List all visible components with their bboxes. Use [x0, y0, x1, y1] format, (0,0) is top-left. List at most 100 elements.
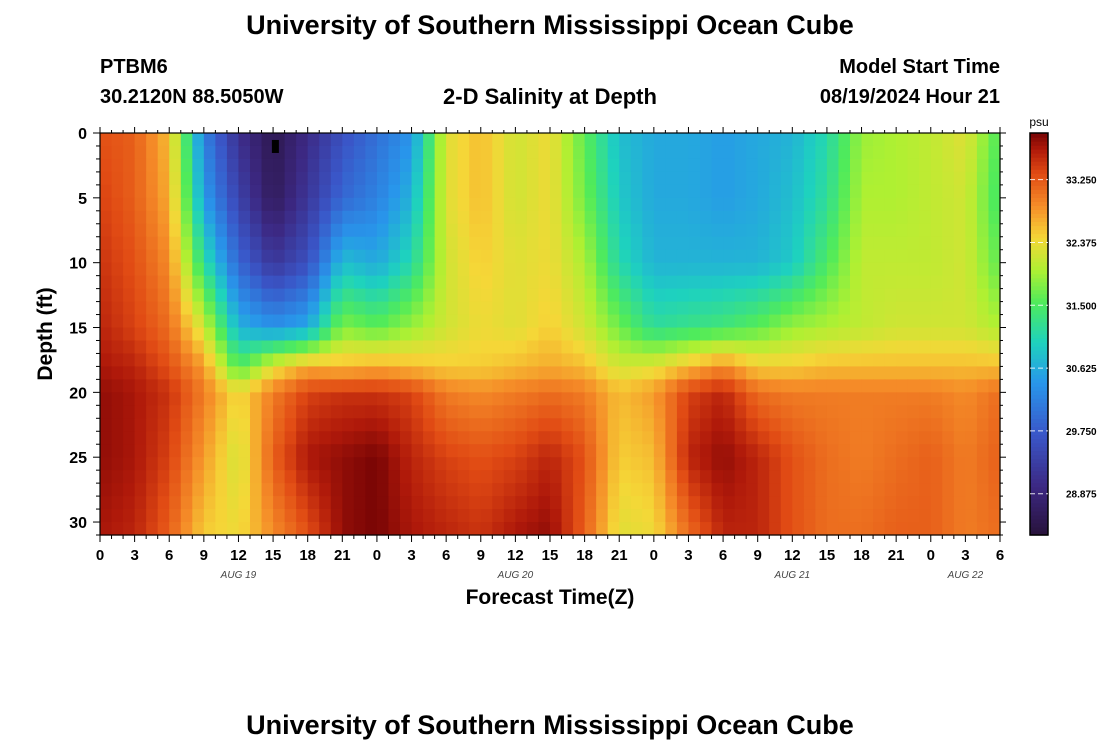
heatmap-cell	[284, 288, 297, 303]
heatmap-cell	[619, 314, 632, 329]
heatmap-cell	[723, 496, 736, 510]
heatmap-cell	[607, 133, 620, 147]
heatmap-cell	[803, 457, 816, 471]
heatmap-cell	[826, 405, 840, 419]
heatmap-cell	[457, 418, 470, 432]
heatmap-cell	[538, 405, 551, 419]
heatmap-cell	[907, 262, 920, 277]
heatmap-cell	[411, 509, 424, 523]
heatmap-cell	[100, 496, 113, 510]
heatmap-cell	[457, 197, 470, 212]
heatmap-cell	[976, 431, 990, 445]
heatmap-cell	[226, 431, 240, 445]
heatmap-cell	[492, 353, 505, 368]
heatmap-cell	[734, 158, 747, 173]
heatmap-cell	[861, 301, 874, 316]
heatmap-cell	[688, 353, 701, 368]
heatmap-cell	[676, 470, 690, 484]
heatmap-cell	[515, 314, 528, 329]
heatmap-cell	[723, 301, 736, 316]
heatmap-cell	[446, 353, 459, 368]
heatmap-cell	[815, 418, 828, 432]
heatmap-cell	[100, 509, 113, 523]
heatmap-cell	[665, 353, 678, 368]
heatmap-cell	[619, 158, 632, 173]
heatmap-cell	[907, 301, 920, 316]
heatmap-cell	[353, 353, 366, 368]
heatmap-cell	[792, 145, 805, 160]
heatmap-cell	[400, 327, 413, 342]
heatmap-cell	[273, 210, 286, 225]
heatmap-cell	[953, 379, 966, 393]
heatmap-cell	[457, 210, 470, 225]
heatmap-cell	[238, 392, 251, 406]
heatmap-cell	[988, 184, 1001, 199]
heatmap-cell	[261, 223, 274, 238]
heatmap-cell	[953, 197, 966, 212]
heatmap-cell	[192, 275, 205, 290]
heatmap-cell	[353, 340, 366, 355]
heatmap-cell	[434, 145, 447, 160]
heatmap-cell	[838, 418, 851, 432]
heatmap-cell	[976, 366, 990, 380]
heatmap-cell	[734, 327, 747, 342]
heatmap-cell	[607, 457, 620, 471]
heatmap-cell	[826, 431, 840, 445]
heatmap-cell	[261, 236, 274, 251]
heatmap-cell	[861, 483, 874, 497]
heatmap-cell	[203, 457, 216, 471]
heatmap-cell	[826, 457, 840, 471]
heatmap-cell	[723, 457, 736, 471]
model-start-label: Model Start Time	[839, 56, 1000, 78]
heatmap-cell	[850, 145, 863, 160]
heatmap-cell	[550, 249, 563, 264]
heatmap-cell	[573, 457, 586, 471]
heatmap-cell	[226, 288, 240, 303]
heatmap-cell	[411, 210, 424, 225]
heatmap-cell	[342, 223, 355, 238]
heatmap-cell	[930, 223, 943, 238]
heatmap-cell	[123, 223, 136, 238]
heatmap-cell	[688, 509, 701, 523]
x-tick-label: 12	[507, 547, 524, 564]
heatmap-cell	[307, 496, 320, 510]
heatmap-cell	[469, 249, 482, 264]
heatmap-cell	[203, 444, 216, 458]
heatmap-cell	[100, 236, 113, 251]
heatmap-cell	[711, 353, 724, 368]
heatmap-cell	[157, 379, 170, 393]
colorbar-swatch	[1030, 502, 1048, 508]
heatmap-cell	[838, 184, 851, 199]
heatmap-cell	[930, 353, 943, 368]
heatmap-cell	[538, 392, 551, 406]
heatmap-cell	[250, 418, 263, 432]
heatmap-cell	[192, 133, 205, 147]
heatmap-cell	[365, 483, 378, 497]
heatmap-cell	[803, 496, 816, 510]
colorbar-swatch	[1030, 329, 1048, 335]
heatmap-cell	[861, 366, 874, 380]
heatmap-cell	[792, 197, 805, 212]
heatmap-cell	[330, 184, 343, 199]
heatmap-cell	[792, 158, 805, 173]
heatmap-cell	[630, 314, 643, 329]
heatmap-cell	[434, 197, 447, 212]
heatmap-cell	[111, 145, 124, 160]
heatmap-cell	[250, 405, 263, 419]
heatmap-cell	[596, 288, 609, 303]
heatmap-cell	[676, 223, 690, 238]
heatmap-cell	[238, 327, 251, 342]
heatmap-cell	[457, 457, 470, 471]
heatmap-cell	[273, 340, 286, 355]
heatmap-cell	[400, 418, 413, 432]
heatmap-cell	[169, 405, 182, 419]
heatmap-cell	[526, 223, 540, 238]
heatmap-cell	[561, 158, 574, 173]
heatmap-cell	[215, 158, 228, 173]
heatmap-cell	[146, 509, 159, 523]
heatmap-cell	[492, 145, 505, 160]
heatmap-cell	[146, 366, 159, 380]
surface-marker	[271, 139, 279, 153]
heatmap-cell	[134, 327, 147, 342]
heatmap-cell	[423, 236, 436, 251]
